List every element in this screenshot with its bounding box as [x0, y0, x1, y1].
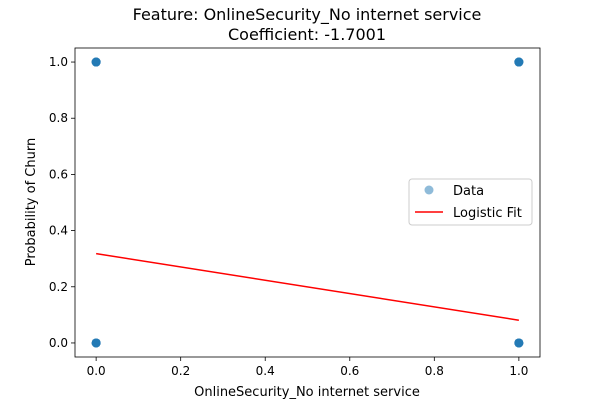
x-tick-label: 0.2 — [171, 364, 190, 378]
x-tick-label: 0.8 — [425, 364, 444, 378]
y-tick-label: 0.4 — [49, 224, 68, 238]
x-tick-label: 0.0 — [87, 364, 106, 378]
y-tick-label: 0.6 — [49, 167, 68, 181]
y-tick-label: 0.8 — [49, 111, 68, 125]
x-tick-label: 1.0 — [509, 364, 528, 378]
x-tick-label: 0.4 — [256, 364, 275, 378]
data-point — [91, 57, 101, 67]
data-point — [514, 57, 524, 67]
legend-label-data: Data — [453, 184, 484, 199]
plot-area: 0.0 0.2 0.4 0.6 0.8 1.0 0.0 0.2 0.4 0.6 0.8 1.0 — [49, 47, 541, 378]
axes-frame — [74, 47, 541, 358]
x-axis-label: OnlineSecurity_No internet service — [194, 385, 420, 400]
legend-box — [408, 178, 533, 226]
chart-subtitle: Coefficient: -1.7001 — [228, 25, 386, 44]
y-tick-label: 1.0 — [49, 55, 68, 69]
y-tick-label: 0.2 — [49, 280, 68, 294]
legend: Data Logistic Fit — [408, 178, 533, 226]
data-point — [91, 338, 101, 348]
legend-label-logistic-fit: Logistic Fit — [453, 206, 522, 221]
logistic-fit-line — [96, 252, 519, 321]
y-tick-label: 0.0 — [49, 336, 68, 350]
y-axis-label: Probability of Churn — [24, 138, 39, 266]
legend-marker-data — [424, 185, 434, 195]
x-tick-label: 0.6 — [340, 364, 359, 378]
chart-title: Feature: OnlineSecurity_No internet serv… — [133, 5, 482, 25]
data-point — [514, 338, 524, 348]
